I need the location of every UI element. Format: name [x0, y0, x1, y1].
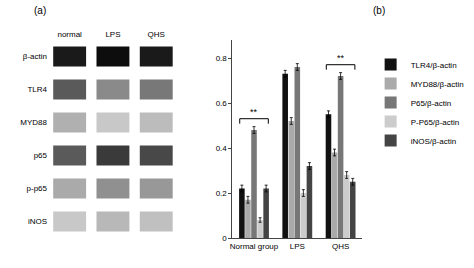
svg-text:Normal group: Normal group [230, 242, 279, 251]
svg-text:P-P65/β-actin: P-P65/β-actin [411, 118, 460, 127]
svg-text:TLR4/β-actin: TLR4/β-actin [411, 61, 457, 70]
svg-text:LPS: LPS [105, 30, 120, 39]
svg-text:P65/β-actin: P65/β-actin [411, 99, 452, 108]
svg-text:0: 0 [222, 234, 227, 243]
svg-text:normal: normal [57, 30, 82, 39]
svg-text:TLR4: TLR4 [27, 85, 47, 94]
svg-text:0.8: 0.8 [216, 54, 228, 63]
svg-text:iNOS/β-actin: iNOS/β-actin [411, 137, 457, 146]
svg-text:0.4: 0.4 [216, 144, 228, 153]
svg-text:**: ** [250, 107, 258, 117]
svg-text:QHS: QHS [332, 242, 349, 251]
svg-text:iNOS: iNOS [28, 217, 47, 226]
svg-text:MYD88/β-actin: MYD88/β-actin [411, 80, 464, 89]
svg-text:0.2: 0.2 [216, 189, 228, 198]
svg-text:**: ** [337, 53, 345, 63]
svg-text:p65: p65 [34, 151, 48, 160]
svg-text:0.6: 0.6 [216, 99, 228, 108]
svg-text:LPS: LPS [290, 242, 305, 251]
svg-text:(b): (b) [373, 5, 385, 16]
svg-text:p-p65: p-p65 [27, 184, 48, 193]
svg-text:MYD88: MYD88 [20, 118, 47, 127]
svg-text:QHS: QHS [148, 30, 165, 39]
svg-text:(a): (a) [34, 5, 46, 16]
svg-text:β-actin: β-actin [23, 52, 47, 61]
